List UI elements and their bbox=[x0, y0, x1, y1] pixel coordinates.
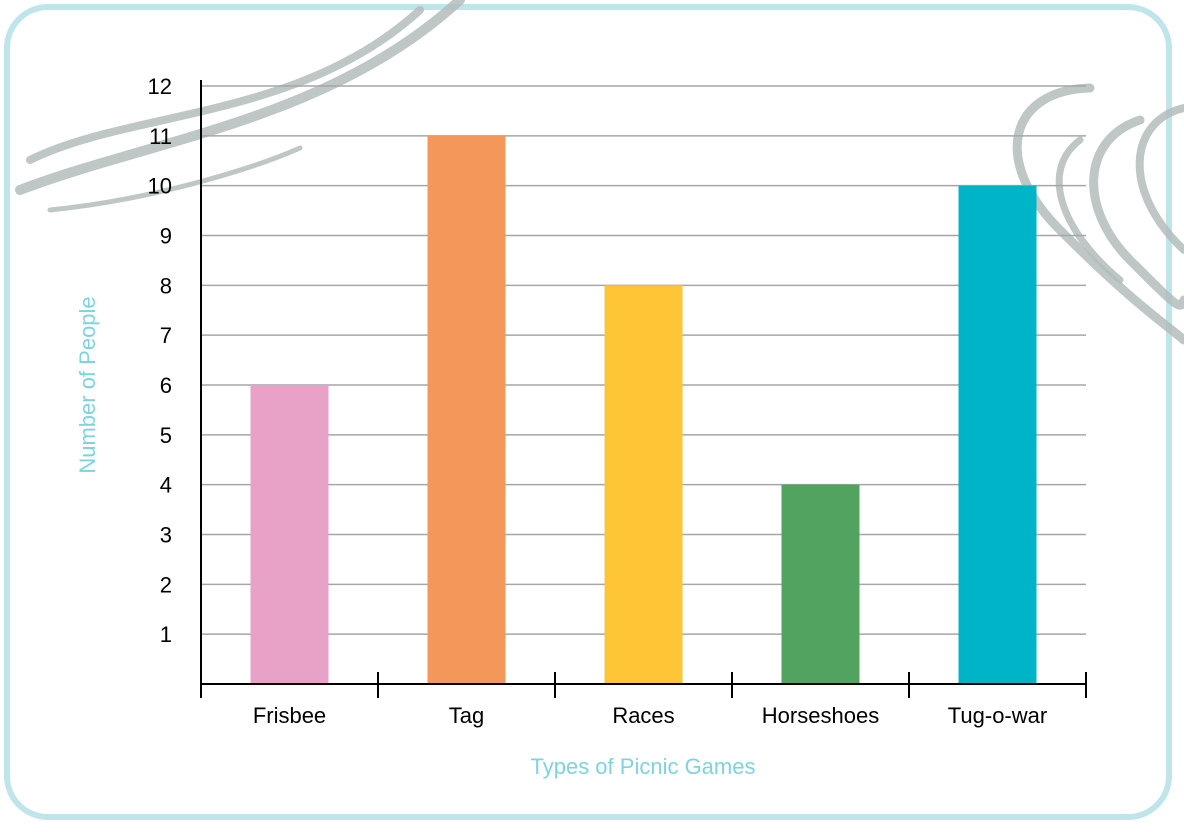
x-axis-title: Types of Picnic Games bbox=[531, 754, 756, 779]
y-tick-label: 2 bbox=[160, 572, 172, 597]
swoosh-1 bbox=[15, 0, 465, 195]
y-tick-label: 5 bbox=[160, 423, 172, 448]
x-tick-label: Tug-o-war bbox=[948, 703, 1047, 728]
y-tick-label: 9 bbox=[160, 224, 172, 249]
x-tick-label: Horseshoes bbox=[762, 703, 879, 728]
x-tick-labels: Frisbee Tag Races Horseshoes Tug-o-war bbox=[253, 703, 1047, 728]
y-tick-label: 4 bbox=[160, 473, 172, 498]
x-tick-label: Frisbee bbox=[253, 703, 326, 728]
y-tick-label: 6 bbox=[160, 373, 172, 398]
card-frame bbox=[4, 4, 1172, 820]
swoosh-4 bbox=[1089, 115, 1184, 310]
y-tick-label: 8 bbox=[160, 273, 172, 298]
bar-races bbox=[604, 285, 683, 684]
y-tick-label: 7 bbox=[160, 323, 172, 348]
swoosh-5 bbox=[1135, 104, 1184, 254]
y-tick-label: 12 bbox=[148, 74, 172, 99]
y-tick-label: 10 bbox=[148, 174, 172, 199]
swoosh-0 bbox=[26, 6, 424, 164]
bar-tug-o-war bbox=[958, 185, 1037, 684]
swoosh-2 bbox=[47, 145, 303, 213]
y-tick-label: 11 bbox=[149, 124, 172, 149]
axes bbox=[200, 80, 1087, 698]
y-axis-title: Number of People bbox=[75, 296, 100, 473]
bar-tag bbox=[427, 135, 506, 685]
bar-horseshoes bbox=[781, 484, 860, 684]
x-tick-label: Tag bbox=[449, 703, 484, 728]
y-tick-label: 1 bbox=[160, 622, 172, 647]
swoosh-6 bbox=[1055, 136, 1124, 284]
bar-frisbee bbox=[250, 385, 329, 684]
bars bbox=[250, 135, 1037, 685]
y-tick-label: 3 bbox=[160, 523, 172, 548]
swoosh-3 bbox=[1012, 83, 1184, 345]
decorative-swooshes bbox=[15, 0, 1184, 345]
x-tick-label: Races bbox=[612, 703, 674, 728]
